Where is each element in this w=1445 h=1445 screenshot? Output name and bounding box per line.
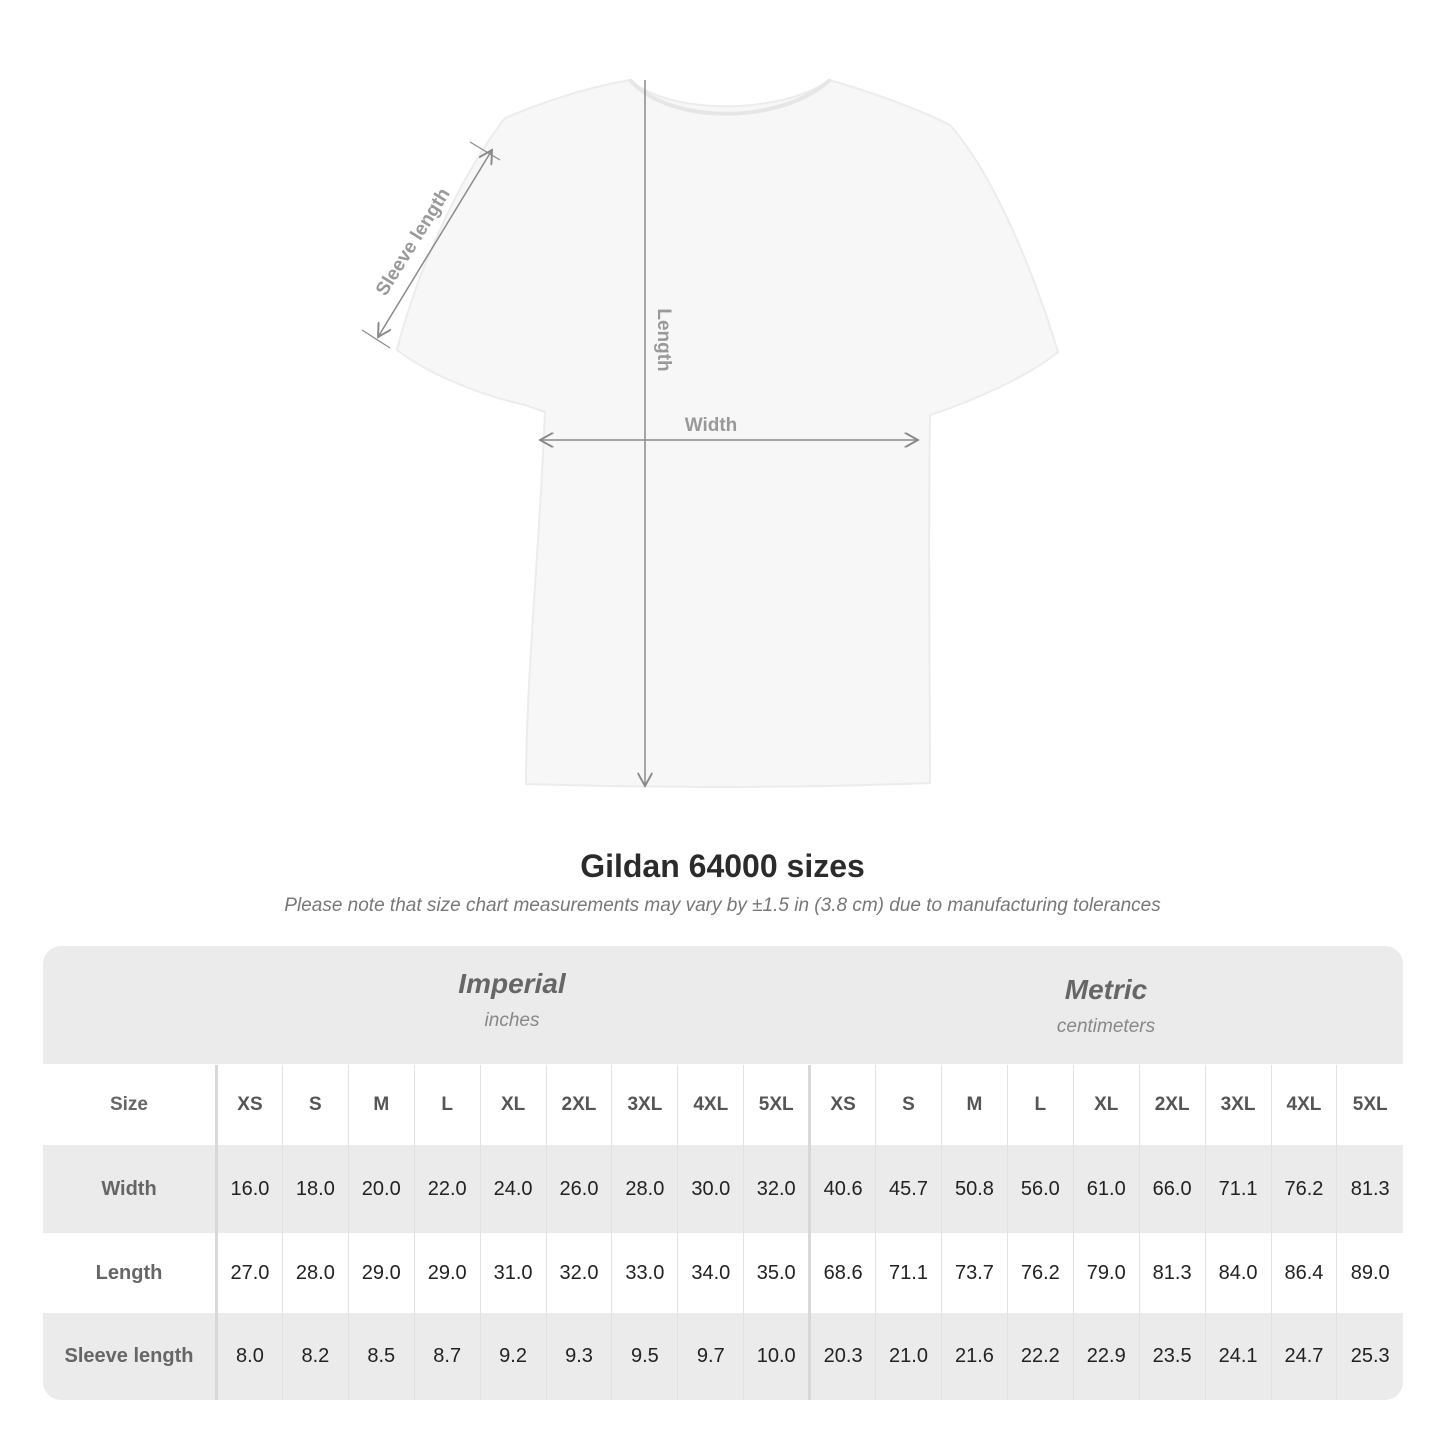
table-row: Width 16.0 18.0 20.0 22.0 24.0 26.0 28.0 30.0 32.… [43, 1145, 1403, 1233]
metric-value: 81.3 [1138, 1233, 1206, 1313]
size-header: XL [1072, 1065, 1140, 1145]
imperial-value: 32.0 [545, 1233, 612, 1313]
size-header: M [347, 1065, 415, 1145]
metric-value: 24.7 [1270, 1313, 1337, 1400]
size-header: XS [808, 1065, 876, 1145]
table-row: Length 27.0 28.0 29.0 29.0 31.0 32.0 33.0 34.0 35… [43, 1233, 1403, 1313]
imperial-value: 27.0 [215, 1233, 283, 1313]
row-label: Width [43, 1145, 217, 1233]
size-header: 2XL [1138, 1065, 1206, 1145]
size-header: 5XL [1336, 1065, 1403, 1145]
imperial-value: 28.0 [611, 1145, 678, 1233]
size-grid: Size XS S M L XL 2XL 3XL 4XL 5XL XS S M L XL 2XL 3XL 4XL 5… [43, 1065, 1403, 1400]
metric-value: 79.0 [1072, 1233, 1140, 1313]
imperial-value: 32.0 [743, 1145, 810, 1233]
row-label: Size [109, 1094, 149, 1115]
size-header: XL [479, 1065, 547, 1145]
metric-value: 89.0 [1336, 1233, 1403, 1313]
sleeve-measure-line [378, 150, 492, 337]
metric-unit: centimeters [1056, 1016, 1156, 1037]
metric-value: 45.7 [875, 1145, 942, 1233]
metric-value: 25.3 [1336, 1313, 1403, 1400]
imperial-value: 28.0 [281, 1233, 349, 1313]
imperial-value: 16.0 [215, 1145, 283, 1233]
imperial-value: 20.0 [347, 1145, 415, 1233]
imperial-value: 22.0 [413, 1145, 481, 1233]
table-header: Imperial inches Metric centimeters [43, 946, 1403, 1064]
imperial-value: 18.0 [281, 1145, 349, 1233]
metric-value: 22.2 [1006, 1313, 1074, 1400]
imperial-value: 26.0 [545, 1145, 612, 1233]
metric-value: 86.4 [1270, 1233, 1337, 1313]
imperial-unit: inches [484, 1010, 540, 1031]
imperial-value: 9.7 [677, 1313, 744, 1400]
imperial-header: Imperial inches [215, 968, 809, 1032]
imperial-value: 8.7 [413, 1313, 481, 1400]
length-label: Length [653, 308, 674, 371]
size-header: XS [215, 1065, 283, 1145]
metric-value: 61.0 [1072, 1145, 1140, 1233]
size-header: L [1006, 1065, 1074, 1145]
metric-value: 73.7 [940, 1233, 1008, 1313]
size-header: M [940, 1065, 1008, 1145]
metric-value: 56.0 [1006, 1145, 1074, 1233]
size-table: Imperial inches Metric centimeters Size X… [43, 946, 1403, 1400]
size-header: 3XL [611, 1065, 678, 1145]
row-label: Length [95, 1261, 163, 1284]
row-label: Sleeve length [43, 1313, 217, 1400]
imperial-value: 35.0 [743, 1233, 810, 1313]
metric-value: 71.1 [1204, 1145, 1271, 1233]
imperial-value: 9.3 [545, 1313, 612, 1400]
size-header: 3XL [1204, 1065, 1271, 1145]
size-header: S [875, 1065, 942, 1145]
tshirt-diagram: Sleeve length Length Width [361, 78, 1060, 788]
imperial-value: 30.0 [677, 1145, 744, 1233]
metric-title: Metric [1064, 974, 1148, 1005]
size-row: Size XS S M L XL 2XL 3XL 4XL 5XL XS S M L XL 2XL 3XL 4XL 5… [43, 1065, 1403, 1145]
imperial-title: Imperial [458, 968, 566, 999]
imperial-value: 9.5 [611, 1313, 678, 1400]
size-header: L [413, 1065, 481, 1145]
size-header: 5XL [743, 1065, 810, 1145]
imperial-value: 8.5 [347, 1313, 415, 1400]
imperial-value: 9.2 [479, 1313, 547, 1400]
imperial-value: 8.2 [281, 1313, 349, 1400]
metric-value: 21.6 [940, 1313, 1008, 1400]
imperial-value: 34.0 [677, 1233, 744, 1313]
metric-value: 21.0 [875, 1313, 942, 1400]
metric-value: 24.1 [1204, 1313, 1271, 1400]
imperial-value: 29.0 [347, 1233, 415, 1313]
imperial-value: 29.0 [413, 1233, 481, 1313]
metric-value: 23.5 [1138, 1313, 1206, 1400]
metric-value: 68.6 [808, 1233, 876, 1313]
tolerance-note: Please note that size chart measurements… [284, 895, 1161, 916]
metric-value: 22.9 [1072, 1313, 1140, 1400]
metric-value: 84.0 [1204, 1233, 1271, 1313]
imperial-value: 31.0 [479, 1233, 547, 1313]
metric-value: 66.0 [1138, 1145, 1206, 1233]
table-row: Sleeve length 8.0 8.2 8.5 8.7 9.2 9.3 9.5 9.7 10.… [43, 1313, 1403, 1400]
imperial-value: 8.0 [215, 1313, 283, 1400]
metric-value: 81.3 [1336, 1145, 1403, 1233]
metric-value: 76.2 [1006, 1233, 1074, 1313]
width-label: Width [685, 415, 738, 436]
metric-value: 71.1 [875, 1233, 942, 1313]
metric-value: 40.6 [808, 1145, 876, 1233]
page-title: Gildan 64000 sizes [580, 848, 865, 884]
size-header: 4XL [677, 1065, 744, 1145]
metric-value: 76.2 [1270, 1145, 1337, 1233]
metric-header: Metric centimeters [809, 974, 1403, 1038]
size-header: 2XL [545, 1065, 612, 1145]
size-header: S [281, 1065, 349, 1145]
size-header: 4XL [1270, 1065, 1337, 1145]
metric-value: 20.3 [808, 1313, 876, 1400]
imperial-value: 10.0 [743, 1313, 810, 1400]
imperial-value: 33.0 [611, 1233, 678, 1313]
imperial-value: 24.0 [479, 1145, 547, 1233]
metric-value: 50.8 [940, 1145, 1008, 1233]
